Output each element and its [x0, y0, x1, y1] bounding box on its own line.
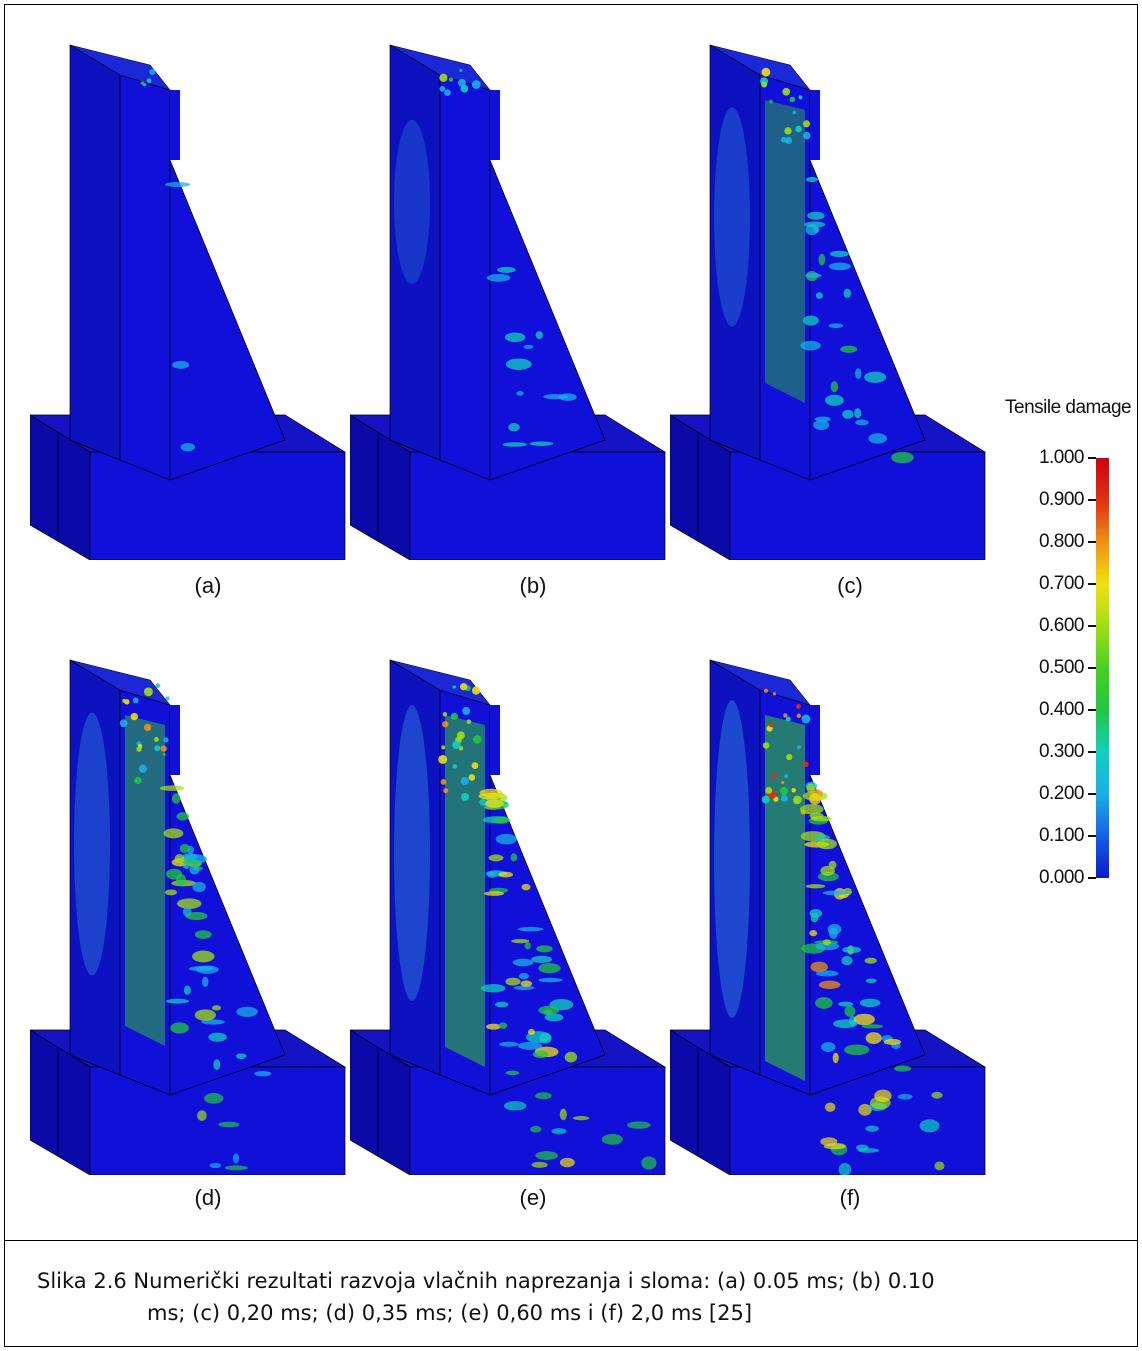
dam-model-e [350, 659, 667, 1175]
dam-panel-b [350, 40, 675, 560]
legend-tick-label: 0.100 [1038, 825, 1085, 846]
dam-model-d [30, 659, 347, 1175]
dam-model-b [350, 44, 667, 560]
legend-tick-mark [1088, 499, 1096, 501]
legend-tick-label: 0.400 [1038, 699, 1085, 720]
panel-label-a: (a) [194, 573, 222, 598]
dam-model-c [670, 44, 987, 560]
dam-model-f [670, 659, 987, 1175]
legend-title: Tensile damage [1005, 397, 1132, 418]
legend-tick-label: 0.300 [1038, 741, 1085, 762]
legend-tick-mark [1088, 625, 1096, 627]
dam-panel-a [30, 40, 355, 560]
legend-tick-mark [1088, 793, 1096, 795]
dam-panel-d [30, 655, 355, 1175]
legend-tick-mark [1088, 583, 1096, 585]
caption-line-1: Slika 2.6 Numerički rezultati razvoja vl… [37, 1269, 935, 1293]
panel-label-b: (b) [519, 573, 547, 598]
legend-tick-label: 0.600 [1038, 615, 1085, 636]
legend-tick-mark [1088, 709, 1096, 711]
dam-panel-f [670, 655, 995, 1175]
legend-tick-mark [1088, 541, 1096, 543]
legend-tick-label: 0.200 [1038, 783, 1085, 804]
legend-tick-mark [1088, 667, 1096, 669]
caption-divider [4, 1240, 1138, 1241]
legend-tick-mark [1088, 877, 1096, 879]
legend-tick-mark [1088, 835, 1096, 837]
dam-panel-e [350, 655, 675, 1175]
legend-tick-mark [1088, 751, 1096, 753]
panel-label-c: (c) [837, 573, 863, 598]
panel-label-d: (d) [194, 1185, 222, 1210]
legend-tick-label: 0.900 [1038, 489, 1085, 510]
caption-line-2: ms; (c) 0,20 ms; (d) 0,35 ms; (e) 0,60 m… [147, 1301, 753, 1325]
legend-tick-mark [1088, 457, 1096, 459]
figure-frame [4, 4, 1138, 1347]
dam-model-a [30, 44, 347, 560]
legend-tick-label: 1.000 [1038, 447, 1085, 468]
legend-tick-label: 0.500 [1038, 657, 1085, 678]
figure-caption: Slika 2.6 Numerički rezultati razvoja vl… [37, 1265, 1107, 1329]
legend-tick-label: 0.800 [1038, 531, 1085, 552]
legend-tick-label: 0.000 [1038, 867, 1085, 888]
legend-color-bar [1096, 458, 1109, 878]
panel-label-f: (f) [839, 1185, 861, 1210]
panel-label-e: (e) [519, 1185, 547, 1210]
legend-tick-label: 0.700 [1038, 573, 1085, 594]
dam-panel-c [670, 40, 995, 560]
